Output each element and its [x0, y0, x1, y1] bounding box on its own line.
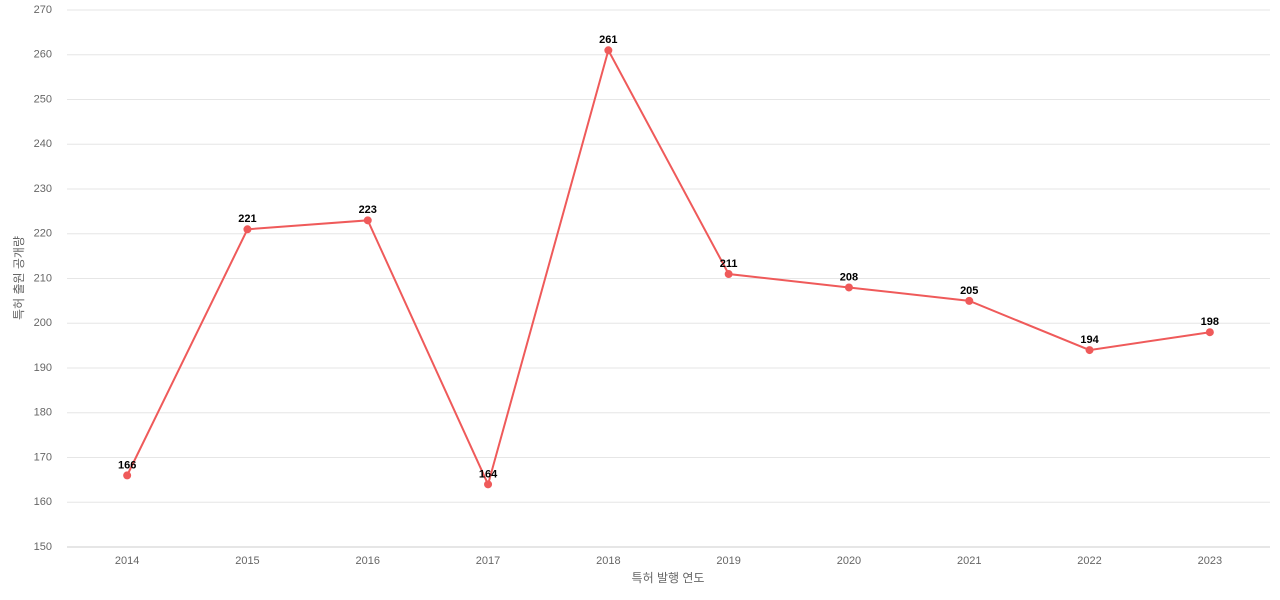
y-tick-label: 170 — [34, 451, 52, 463]
x-tick-label: 2023 — [1198, 555, 1222, 567]
x-tick-label: 2022 — [1077, 555, 1101, 567]
y-tick-label: 160 — [34, 496, 52, 508]
value-label: 223 — [359, 204, 377, 216]
value-label: 166 — [118, 459, 136, 471]
point — [724, 270, 733, 279]
point — [363, 216, 372, 225]
y-axis-title: 특허 출원 공개량 — [12, 236, 26, 320]
value-label: 221 — [238, 213, 256, 225]
y-tick-label: 150 — [34, 541, 52, 553]
y-tick-label: 210 — [34, 272, 52, 284]
y-tick-label: 220 — [34, 228, 52, 240]
y-tick-label: 190 — [34, 362, 52, 374]
y-tick-label: 260 — [34, 49, 52, 61]
x-tick-label: 2015 — [235, 555, 259, 567]
x-tick-label: 2016 — [356, 555, 380, 567]
x-tick-label: 2014 — [115, 555, 139, 567]
value-label: 208 — [840, 271, 858, 283]
value-label: 205 — [960, 285, 978, 297]
point — [965, 296, 974, 305]
line — [126, 47, 1210, 488]
point — [243, 225, 252, 234]
y-tick-label: 270 — [34, 4, 52, 16]
point — [1205, 328, 1214, 337]
value-label: 164 — [479, 468, 498, 480]
y-tick-label: 200 — [34, 317, 52, 329]
x-tick-label: 2021 — [957, 555, 981, 567]
value-label: 211 — [720, 258, 738, 270]
point — [484, 480, 493, 489]
value-label: 198 — [1201, 316, 1219, 328]
point — [604, 46, 613, 55]
value-label: 261 — [599, 34, 617, 46]
y-tick-label: 230 — [34, 183, 52, 195]
x-tick-label: 2017 — [476, 555, 500, 567]
x-tick-label: 2020 — [837, 555, 861, 567]
point — [1085, 346, 1094, 355]
value-label: 194 — [1080, 334, 1099, 346]
y-tick-label: 250 — [34, 93, 52, 105]
x-tick-label: 2018 — [596, 555, 620, 567]
point — [123, 471, 132, 480]
x-tick-label: 2019 — [716, 555, 740, 567]
point — [844, 283, 853, 292]
x-axis-title: 특허 발행 연도 — [632, 570, 705, 585]
y-tick-label: 180 — [34, 407, 52, 419]
y-tick-label: 240 — [34, 138, 52, 150]
